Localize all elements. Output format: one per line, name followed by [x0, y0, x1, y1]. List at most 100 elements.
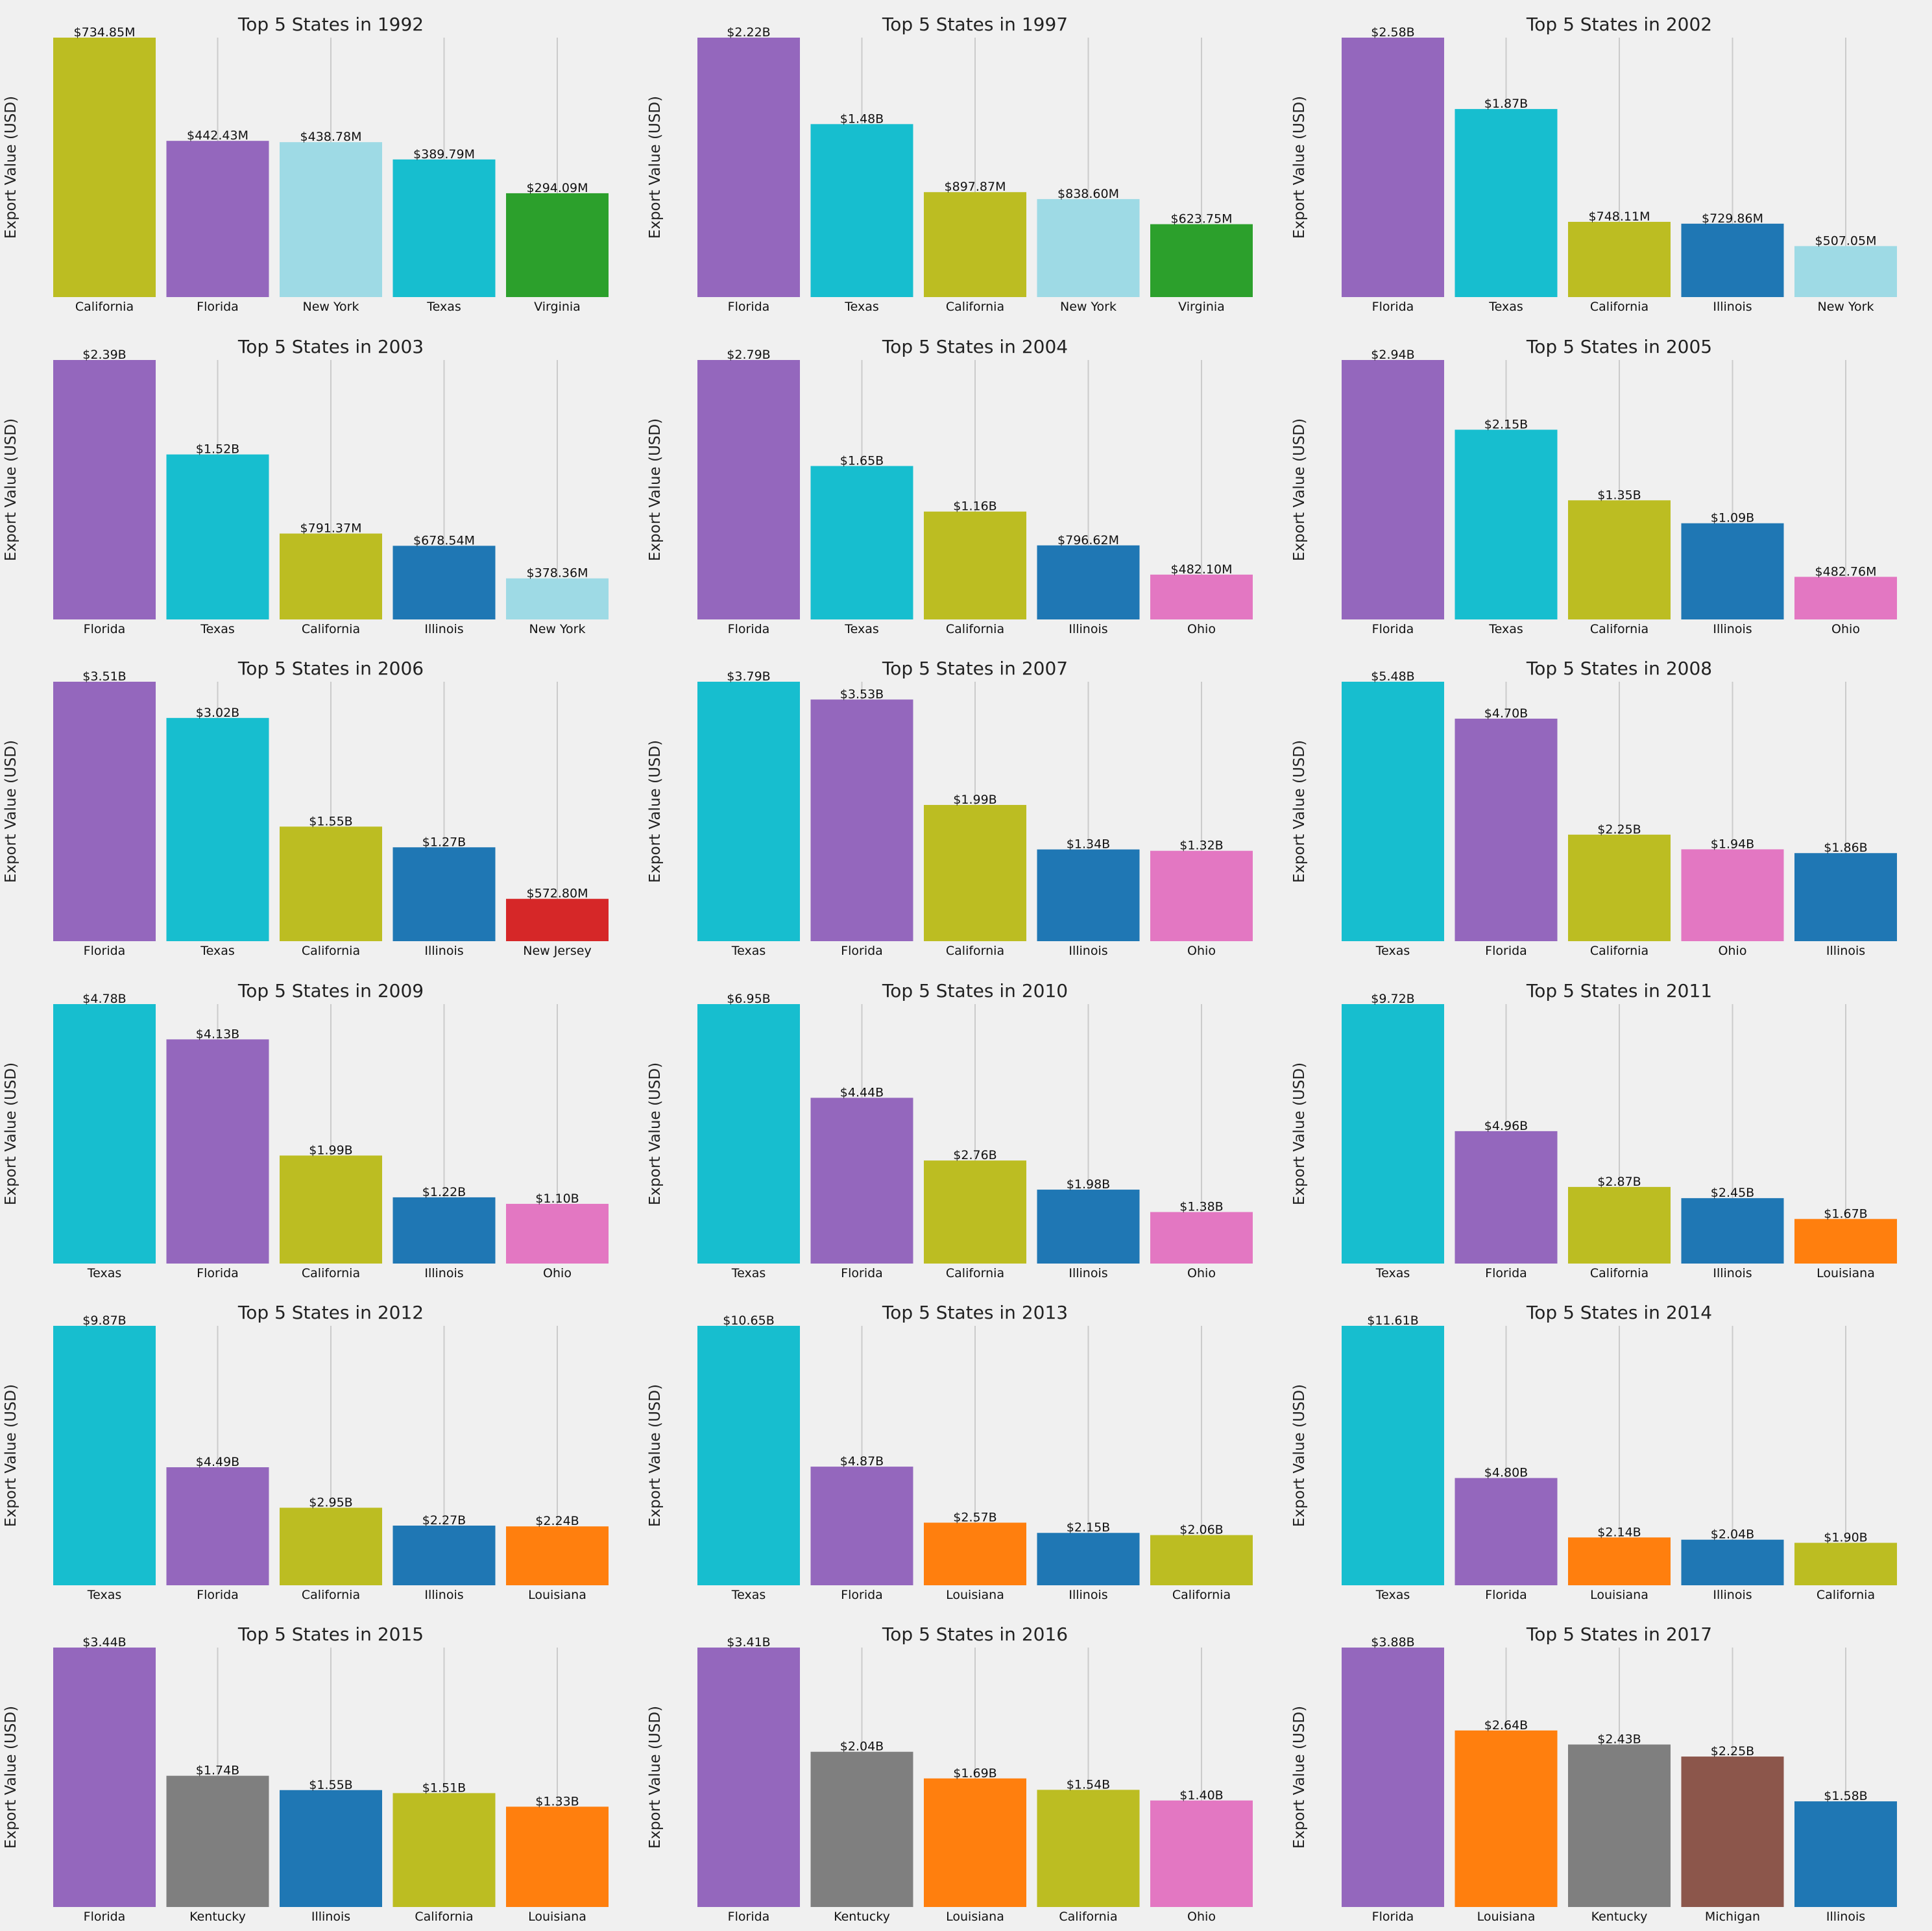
x-tick-label: Kentucky: [1591, 1910, 1648, 1924]
data-label: $2.06B: [1179, 1523, 1223, 1537]
bar: [1794, 853, 1897, 941]
x-tick-label: Florida: [841, 1588, 883, 1602]
bar: [1794, 1219, 1897, 1264]
bar: [1342, 1326, 1444, 1585]
data-label: $3.79B: [727, 669, 770, 684]
data-label: $1.86B: [1824, 841, 1867, 855]
x-tick-label: California: [1172, 1588, 1231, 1602]
bar: [924, 804, 1026, 941]
y-axis-label: Export Value (USD): [3, 740, 19, 883]
data-label: $9.87B: [82, 1313, 126, 1328]
x-tick-label: Ohio: [1187, 1910, 1216, 1924]
x-tick-label: Florida: [84, 622, 126, 636]
chart-panel: Top 5 States in 2008 Export Value (USD) $5…: [1291, 658, 1897, 958]
chart-title: Top 5 States in 2010: [882, 980, 1068, 1001]
data-label: $734.85M: [74, 25, 136, 40]
chart-panel: Top 5 States in 2002 Export Value (USD) $2…: [1291, 14, 1897, 314]
x-tick-label: California: [1590, 300, 1648, 314]
data-label: $1.35B: [1597, 488, 1641, 502]
x-tick-label: Texas: [200, 944, 235, 958]
bar: [1568, 834, 1671, 941]
bar: [1455, 109, 1558, 297]
x-tick-label: California: [302, 1266, 360, 1280]
bar: [166, 1467, 269, 1585]
bar: [1681, 1198, 1784, 1264]
bar: [810, 1097, 913, 1264]
x-tick-label: California: [1590, 622, 1648, 636]
x-tick-label: Ohio: [543, 1266, 572, 1280]
data-label: $9.72B: [1371, 992, 1414, 1006]
chart-title: Top 5 States in 2011: [1526, 980, 1712, 1001]
bar: [810, 1751, 913, 1907]
chart-title: Top 5 States in 2006: [237, 658, 424, 679]
y-axis-label: Export Value (USD): [647, 96, 664, 239]
data-label: $2.15B: [1484, 417, 1528, 431]
data-label: $378.36M: [527, 566, 588, 581]
bar: [280, 826, 382, 941]
y-axis-label: Export Value (USD): [3, 1062, 19, 1205]
x-tick-label: Florida: [197, 300, 239, 314]
bar: [1794, 1801, 1897, 1907]
chart-panel: Top 5 States in 2006 Export Value (USD) $3…: [3, 658, 609, 958]
bar: [1037, 198, 1140, 297]
x-tick-label: Louisiana: [1590, 1588, 1648, 1602]
data-label: $3.53B: [840, 687, 884, 701]
x-tick-label: Texas: [731, 1266, 766, 1280]
bar: [1037, 1190, 1140, 1264]
data-label: $729.86M: [1702, 211, 1763, 226]
x-tick-label: Michigan: [1705, 1910, 1760, 1924]
bar: [924, 511, 1026, 619]
x-tick-label: California: [946, 622, 1004, 636]
x-tick-label: Texas: [844, 622, 879, 636]
data-label: $1.33B: [535, 1794, 579, 1808]
bar: [53, 1004, 156, 1264]
bar: [1342, 38, 1444, 297]
x-tick-label: Texas: [731, 944, 766, 958]
bar: [392, 1793, 496, 1907]
x-tick-label: Louisiana: [528, 1588, 586, 1602]
x-tick-label: Virginia: [1178, 300, 1225, 314]
bar: [924, 1522, 1026, 1585]
x-tick-label: Illinois: [1713, 1588, 1752, 1602]
data-label: $791.37M: [300, 522, 362, 536]
x-tick-label: Ohio: [1187, 944, 1216, 958]
chart-title: Top 5 States in 2012: [237, 1302, 424, 1323]
x-tick-label: Illinois: [424, 622, 463, 636]
data-label: $1.94B: [1711, 837, 1754, 851]
data-label: $4.80B: [1484, 1466, 1528, 1480]
y-axis-label: Export Value (USD): [647, 740, 664, 883]
data-label: $5.48B: [1371, 669, 1414, 684]
data-label: $294.09M: [527, 181, 588, 195]
bar: [506, 193, 609, 297]
bar: [1455, 1131, 1558, 1264]
bar: [1681, 223, 1784, 297]
data-label: $1.55B: [309, 1778, 352, 1792]
bar: [810, 1467, 913, 1585]
data-label: $3.44B: [82, 1635, 126, 1649]
bar: [1037, 1790, 1140, 1907]
bar: [53, 38, 156, 297]
bar: [1037, 849, 1140, 941]
chart-panel: Top 5 States in 2010 Export Value (USD) $6…: [647, 980, 1253, 1280]
data-label: $2.39B: [82, 348, 126, 362]
x-tick-label: Florida: [1485, 944, 1527, 958]
bar: [1342, 1648, 1444, 1907]
bar: [1455, 1478, 1558, 1585]
x-tick-label: New York: [1060, 300, 1117, 314]
bar: [697, 1648, 800, 1907]
bar: [166, 454, 269, 619]
data-label: $748.11M: [1589, 210, 1650, 224]
x-tick-label: Florida: [728, 300, 770, 314]
bar: [697, 360, 800, 619]
chart-title: Top 5 States in 2003: [237, 336, 424, 357]
bar: [697, 1004, 800, 1264]
data-label: $4.49B: [196, 1455, 239, 1469]
bar: [506, 578, 609, 619]
x-tick-label: Florida: [1372, 622, 1414, 636]
data-label: $1.51B: [422, 1781, 466, 1795]
x-tick-label: New York: [529, 622, 585, 636]
data-label: $442.43M: [187, 128, 248, 143]
data-label: $11.61B: [1367, 1313, 1419, 1328]
data-label: $2.94B: [1371, 348, 1414, 362]
x-tick-label: California: [1590, 944, 1648, 958]
